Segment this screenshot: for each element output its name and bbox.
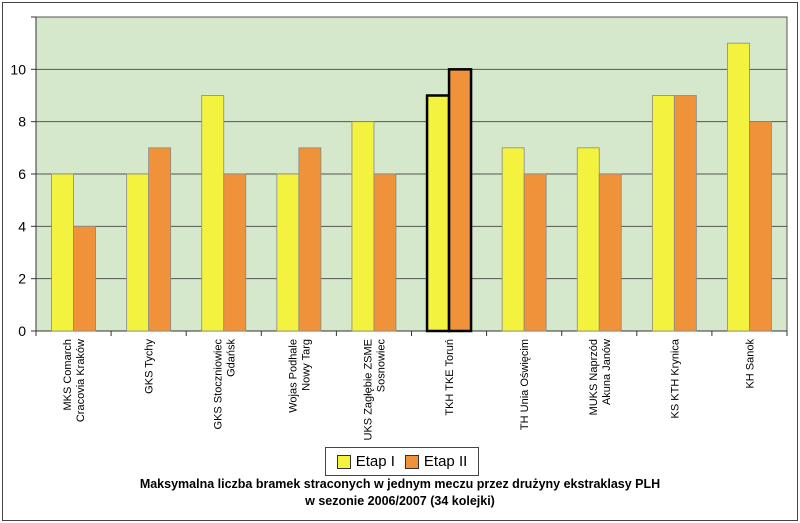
legend-item-etap-1: Etap I — [336, 453, 395, 470]
bar-etap-1 — [351, 121, 375, 332]
x-tick-label: KS KTH Krynica — [669, 338, 681, 418]
x-tick-label: Wojas Podhale Nowy Targ — [287, 339, 312, 413]
bar-etap-1 — [126, 173, 150, 332]
legend-label-etap-1: Etap I — [355, 453, 395, 470]
x-tick-label-line: Akuna Janów — [601, 339, 613, 405]
legend-label-etap-2: Etap II — [423, 453, 468, 470]
bar-etap-1 — [651, 95, 675, 332]
bar-etap-2 — [598, 173, 622, 332]
x-tick-label-line: UKS Zagłębie ZSME — [362, 339, 374, 440]
x-tick-label-line: KH Sanok — [744, 339, 756, 389]
legend: Etap I Etap II — [325, 447, 479, 476]
x-tick-label-line: GKS Tychy — [144, 339, 156, 394]
bar-etap-2 — [223, 173, 247, 332]
bar-etap-1 — [576, 147, 600, 332]
x-tick-label-line: MKS Comarch — [62, 339, 74, 411]
bar-etap-2 — [673, 95, 697, 332]
bar-etap-1 — [201, 95, 225, 332]
y-tick-label: 10 — [10, 61, 26, 77]
y-tick-label: 0 — [18, 323, 26, 339]
bar-etap-1 — [276, 173, 300, 332]
x-tick-label: GKS Stoczniowiec Gdańsk — [212, 339, 237, 430]
x-tick-label: MUKS Naprzód Akuna Janów — [588, 339, 613, 415]
bar-etap-2 — [749, 121, 772, 332]
x-tick-label-line: KS KTH Krynica — [669, 338, 681, 418]
x-tick-label-line: MUKS Naprzód — [588, 339, 600, 415]
bar-etap-2 — [447, 68, 473, 333]
x-tick-label-line: Sosnowiec — [375, 339, 387, 393]
bar-etap-1 — [51, 173, 74, 332]
y-tick-label: 8 — [18, 114, 26, 130]
x-tick-label-line: Gdańsk — [225, 339, 237, 377]
legend-item-etap-2: Etap II — [404, 453, 468, 470]
bar-etap-1 — [501, 147, 525, 332]
x-tick-label-line: GKS Stoczniowiec — [212, 339, 224, 430]
x-tick-label-line: Nowy Targ — [300, 339, 312, 391]
y-tick-label: 6 — [18, 166, 26, 182]
x-tick-label: TH Unia Oświęcim — [519, 339, 531, 430]
x-tick-label: GKS Tychy — [144, 339, 156, 394]
y-tick-label: 4 — [18, 218, 26, 234]
bar-etap-1 — [727, 42, 750, 332]
bar-etap-2 — [148, 147, 172, 332]
bar-etap-1 — [425, 94, 451, 333]
x-tick-label-line: TH Unia Oświęcim — [519, 339, 531, 430]
caption-line-1: Maksymalna liczba bramek straconych w je… — [139, 477, 661, 491]
bar-etap-2 — [373, 173, 397, 332]
bar-etap-2 — [523, 173, 547, 332]
x-tick-label: MKS Comarch Cracovia Kraków — [62, 339, 87, 422]
x-tick-label-line: TKH TKE Toruń — [444, 339, 456, 416]
legend-swatch-etap-1 — [336, 454, 351, 469]
x-tick-label: TKH TKE Toruń — [444, 339, 456, 416]
chart-caption: Maksymalna liczba bramek straconych w je… — [0, 476, 800, 510]
x-tick-label: KH Sanok — [744, 339, 756, 389]
legend-swatch-etap-2 — [404, 454, 419, 469]
y-tick-label: 2 — [18, 271, 26, 287]
x-tick-label-line: Wojas Podhale — [287, 339, 299, 413]
x-tick-label: UKS Zagłębie ZSME Sosnowiec — [362, 339, 387, 441]
bar-etap-2 — [73, 225, 96, 332]
x-tick-label-line: Cracovia Kraków — [75, 339, 87, 422]
caption-line-2: w sezonie 2006/2007 (34 kolejki) — [305, 494, 495, 508]
bar-etap-2 — [298, 147, 322, 332]
